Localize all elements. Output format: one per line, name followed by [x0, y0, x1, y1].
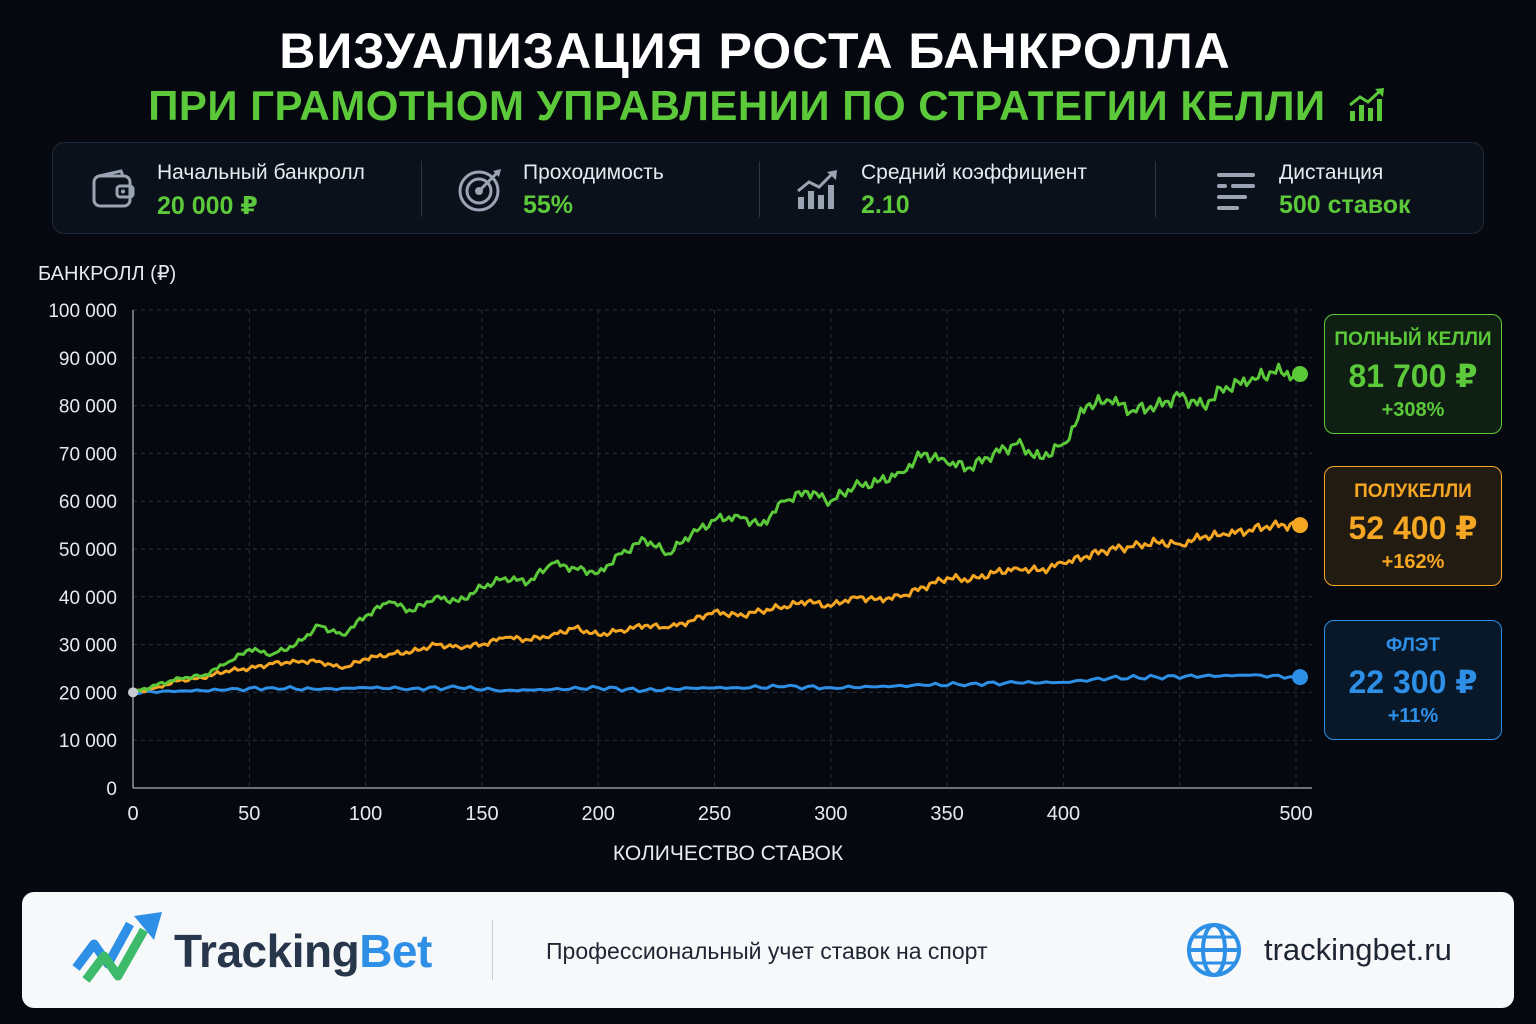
x-tick-label: 50 [238, 803, 260, 825]
series-line [132, 519, 1298, 694]
x-tick-label: 0 [127, 803, 138, 825]
stat-label: Дистанция [1279, 161, 1384, 184]
brand-name-part2: Bet [359, 925, 432, 977]
end-card-percent: +308% [1381, 399, 1445, 421]
bankroll-line-chart: 0 10 000 20 000 30 000 40 000 50 000 60 000 70 … [38, 263, 1313, 865]
stat-value: 20 000 ₽ [157, 192, 258, 220]
end-card-value: 52 400 ₽ [1348, 510, 1478, 546]
stat-label: Средний коэффициент [861, 161, 1087, 184]
trackingbet-logo-icon [72, 910, 164, 995]
series-line [131, 362, 1298, 694]
x-tick-label: 400 [1047, 803, 1080, 825]
end-card-value: 22 300 ₽ [1348, 664, 1478, 700]
series-start-point [128, 687, 138, 698]
chart-tick-labels: 0 10 000 20 000 30 000 40 000 50 000 60 000 70 … [48, 301, 1312, 825]
chart-grid [133, 309, 1312, 788]
stat-divider [759, 161, 760, 217]
series-line [132, 673, 1297, 696]
footer-divider [492, 920, 493, 980]
y-tick-label: 10 000 [59, 731, 117, 752]
y-tick-label: 80 000 [59, 397, 117, 418]
page-title: ВИЗУАЛИЗАЦИЯ РОСТА БАНКРОЛЛА [279, 23, 1231, 79]
stat-value: 500 ставок [1279, 191, 1411, 219]
end-card-label: ФЛЭТ [1386, 635, 1440, 656]
series-end-point [1292, 669, 1308, 686]
x-tick-label: 250 [698, 803, 731, 825]
page-subtitle-text: ПРИ ГРАМОТНОМ УПРАВЛЕНИИ ПО СТРАТЕГИИ КЕ… [148, 82, 1326, 129]
chart-axes [132, 310, 1312, 789]
y-tick-label: 90 000 [59, 349, 117, 370]
end-card-label: ПОЛНЫЙ КЕЛЛИ [1334, 329, 1492, 350]
growth-chart-icon [795, 167, 841, 213]
page-subtitle: ПРИ ГРАМОТНОМ УПРАВЛЕНИИ ПО СТРАТЕГИИ КЕ… [0, 82, 1536, 133]
end-card-value: 81 700 ₽ [1348, 358, 1478, 394]
x-axis-label: КОЛИЧЕСТВО СТАВОК [613, 842, 844, 865]
wallet-icon [91, 167, 137, 213]
stat-value: 55% [523, 191, 574, 219]
end-card-percent: +11% [1387, 705, 1439, 727]
x-tick-label: 150 [465, 803, 498, 825]
x-tick-label: 100 [349, 803, 382, 825]
website-link[interactable]: trackingbet.ru [1264, 932, 1452, 967]
stat-value: 2.10 [861, 191, 910, 219]
brand-name[interactable]: TrackingBet [174, 924, 432, 978]
growth-chart-icon [1348, 85, 1388, 133]
end-card-flat: ФЛЭТ 22 300 ₽ +11% [1324, 620, 1502, 740]
x-tick-label: 200 [582, 803, 615, 825]
brand-name-part1: Tracking [174, 925, 360, 977]
y-tick-label: 50 000 [59, 540, 117, 561]
x-tick-label: 300 [814, 803, 847, 825]
y-tick-label: 40 000 [59, 588, 117, 609]
end-card-full-kelly: ПОЛНЫЙ КЕЛЛИ 81 700 ₽ +308% [1324, 314, 1502, 434]
stat-divider [1155, 161, 1156, 217]
y-tick-label: 30 000 [59, 636, 117, 657]
stat-divider [421, 161, 422, 217]
target-icon [457, 167, 503, 213]
end-card-label: ПОЛУКЕЛЛИ [1354, 481, 1472, 502]
end-card-percent: +162% [1381, 551, 1445, 573]
y-tick-label: 0 [106, 779, 117, 800]
list-lines-icon [1213, 167, 1259, 213]
stat-label: Начальный банкролл [157, 161, 365, 184]
tagline: Профессиональный учет ставок на спорт [546, 938, 988, 964]
end-card-half-kelly: ПОЛУКЕЛЛИ 52 400 ₽ +162% [1324, 466, 1502, 586]
footer-bar: TrackingBet Профессиональный учет ставок… [22, 892, 1514, 1008]
series-end-point [1292, 366, 1308, 383]
y-tick-label: 20 000 [59, 683, 117, 704]
y-tick-label: 100 000 [48, 301, 117, 322]
y-axis-label: БАНКРОЛЛ (₽) [38, 263, 176, 285]
stats-panel: Начальный банкролл 20 000 ₽ Проходимость… [52, 142, 1484, 234]
y-tick-label: 60 000 [59, 492, 117, 513]
globe-icon [1186, 922, 1242, 983]
series-end-point [1292, 517, 1308, 534]
x-tick-label: 350 [930, 803, 963, 825]
y-tick-label: 70 000 [59, 444, 117, 465]
stat-label: Проходимость [523, 161, 664, 184]
chart-series [128, 362, 1308, 698]
x-tick-label: 500 [1279, 803, 1312, 825]
